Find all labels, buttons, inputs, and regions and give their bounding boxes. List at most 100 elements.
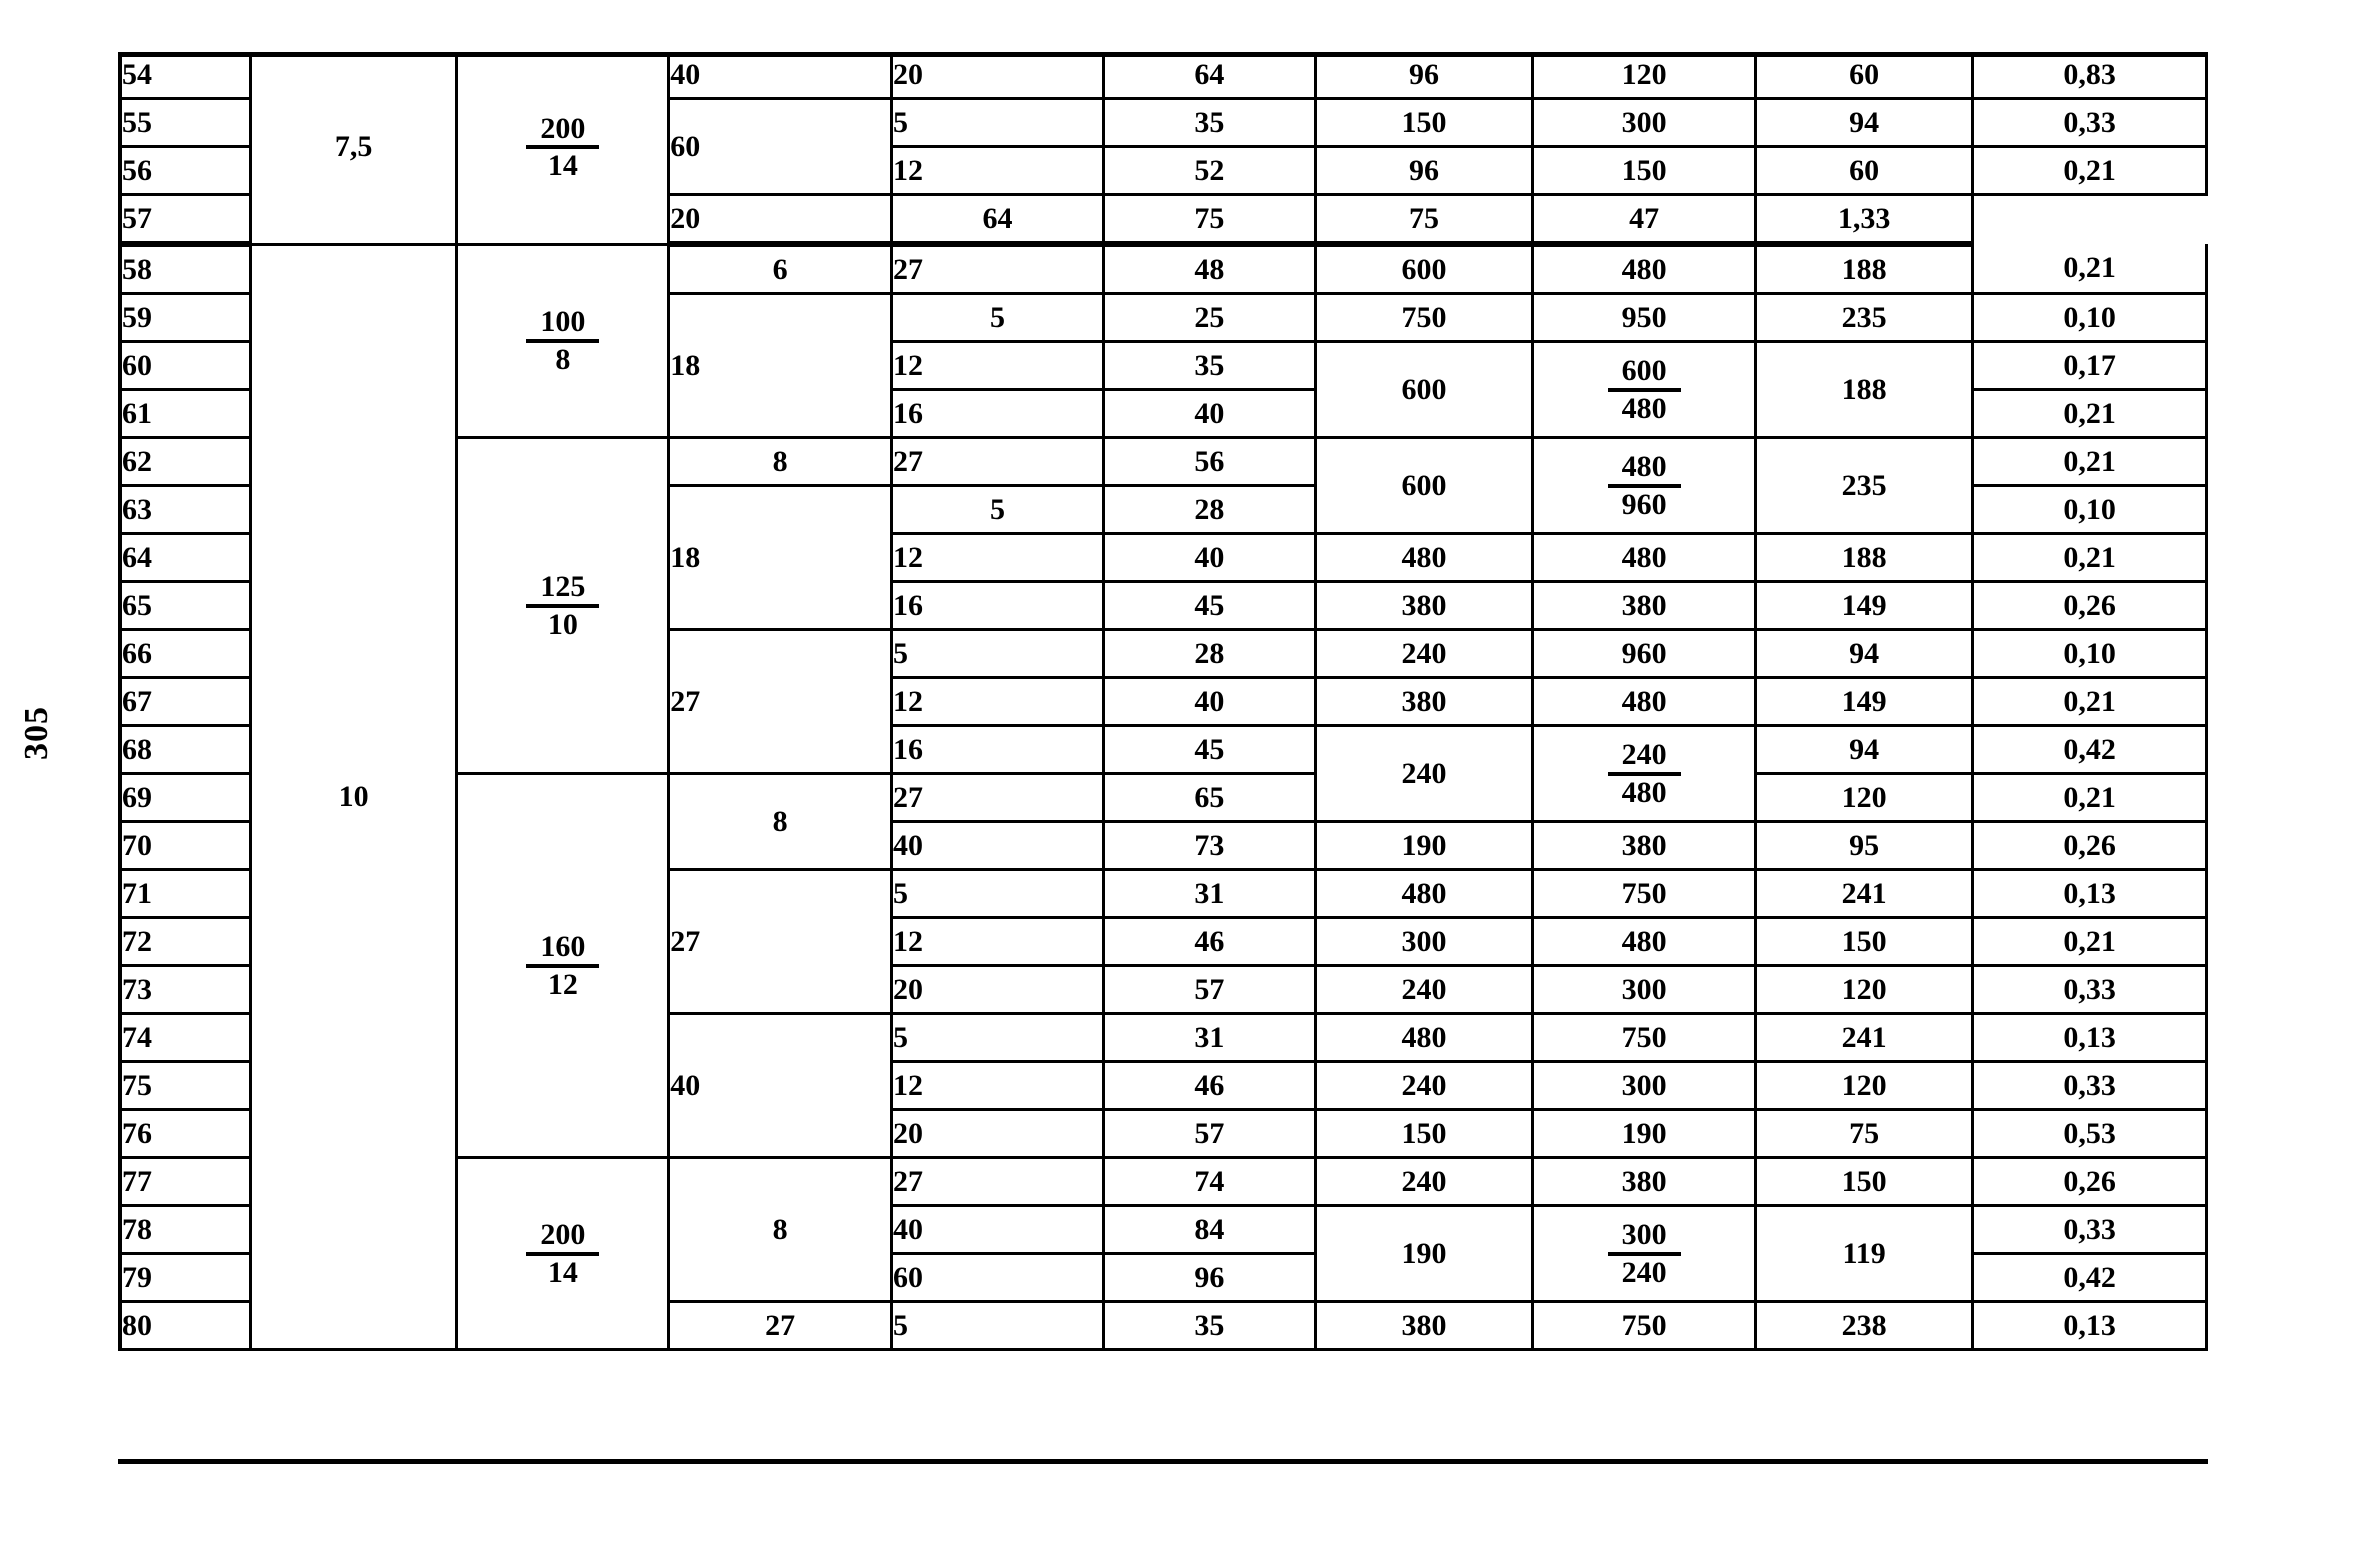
cell-col-h: 241	[1755, 869, 1975, 919]
cell-col-i: 0,26	[1972, 1157, 2208, 1207]
cell-col-i: 0,53	[1972, 1109, 2208, 1159]
cell-col-d: 27	[891, 773, 1105, 823]
cell-col-e: 52	[1103, 146, 1317, 196]
cell-col-i: 0,26	[1972, 821, 2208, 871]
table-row: 59 18 5 25 750 950 235 0,10	[117, 293, 2208, 439]
cell-col-e: 64	[1103, 52, 1317, 100]
cell-col-e: 56	[1103, 437, 1317, 487]
cell-col-h: 119	[1755, 1205, 1975, 1303]
cell-col-i: 0,21	[1972, 389, 2208, 439]
cell-col-h: 188	[1755, 533, 1975, 583]
table-row: 75 12 46 240 300 120 0,33	[117, 1061, 2208, 1111]
fraction-denominator: 480	[1607, 387, 1681, 425]
cell-col-h: 60	[1755, 146, 1975, 196]
fraction-numerator: 480	[1621, 450, 1667, 483]
row-number: 61	[117, 389, 252, 439]
cell-col-e: 46	[1103, 1061, 1317, 1111]
cell-col-c: 8	[668, 437, 894, 487]
cell-col-c: 6	[668, 244, 894, 295]
cell-col-g: 950	[1532, 293, 1757, 343]
table-row: 55 60 5 35 150 300 94 0,33	[117, 98, 2208, 196]
fraction-numerator: 300	[1621, 1218, 1667, 1251]
table-row: 70 40 73 190 380 95 0,26	[117, 821, 2208, 871]
row-number: 54	[117, 52, 252, 100]
cell-col-g: 960	[1532, 629, 1757, 679]
cell-col-i: 0,21	[1972, 917, 2208, 967]
cell-col-e: 40	[1103, 677, 1317, 727]
row-number: 59	[117, 293, 252, 343]
cell-col-f: 240	[1315, 1157, 1535, 1207]
cell-col-f: 380	[1315, 677, 1535, 727]
table-row: 57 20 64 75 75 47 1,33	[117, 194, 2207, 247]
cell-col-e: 46	[1103, 917, 1317, 967]
cell-col-f: 600	[1315, 244, 1535, 295]
table-row: 76 20 57 150 190 75 0,53	[117, 1109, 2208, 1159]
cell-col-d: 5	[891, 485, 1105, 535]
cell-col-i: 0,21	[1972, 244, 2208, 295]
row-number: 70	[117, 821, 252, 871]
cell-col-g: 150	[1532, 146, 1757, 196]
cell-col-f: 380	[1315, 1301, 1535, 1351]
cell-col-d: 40	[891, 1205, 1105, 1255]
cell-col-g: 75	[1315, 194, 1535, 247]
cell-col-e: 35	[1103, 1301, 1317, 1351]
fraction-numerator: 100	[540, 305, 586, 339]
cell-col-h: 149	[1755, 677, 1975, 727]
page-folio: 305	[18, 706, 55, 760]
table-row: 64 12 40 480 480 188 0,21	[117, 533, 2208, 583]
cell-col-h: 75	[1755, 1109, 1975, 1159]
fraction-denominator: 240	[1607, 1251, 1681, 1289]
cell-col-c: 18	[668, 485, 894, 631]
cell-col-d: 12	[891, 917, 1105, 967]
cell-col-g-fraction: 600 480	[1532, 341, 1757, 439]
group-fraction-125-10: 125 10	[456, 437, 671, 775]
cell-col-e: 57	[1103, 965, 1317, 1015]
cell-col-i: 0,13	[1972, 1301, 2208, 1351]
cell-col-e: 64	[891, 194, 1105, 247]
cell-col-c: 27	[668, 869, 894, 1015]
fraction-numerator: 200	[540, 111, 586, 145]
cell-col-e: 31	[1103, 869, 1317, 919]
cell-col-f: 600	[1315, 341, 1535, 439]
table-bottom-rule	[118, 1459, 2208, 1464]
table-row: 63 18 5 28 0,10	[117, 485, 2208, 631]
group-fraction-160-12: 160 12	[456, 773, 671, 1159]
cell-col-f: 300	[1315, 917, 1535, 967]
table-row: 54 7,5 200 14 40 20 64 96 120 60 0,83	[117, 52, 2208, 246]
fraction-denominator: 12	[526, 963, 600, 1001]
cell-col-i: 0,21	[1972, 146, 2208, 196]
cell-col-g: 480	[1532, 244, 1757, 295]
cell-col-d: 5	[891, 1301, 1105, 1351]
cell-col-i: 0,10	[1972, 485, 2208, 535]
cell-col-e: 65	[1103, 773, 1317, 823]
cell-col-h: 149	[1755, 581, 1975, 631]
cell-col-i: 0,10	[1972, 293, 2208, 343]
table-row: 73 20 57 240 300 120 0,33	[117, 965, 2208, 1015]
cell-col-h: 95	[1755, 821, 1975, 871]
cell-col-f: 240	[1315, 965, 1535, 1015]
row-number: 56	[117, 146, 252, 196]
cell-col-h: 188	[1755, 244, 1975, 295]
cell-col-d: 12	[891, 341, 1105, 391]
cell-col-g: 300	[1532, 1061, 1757, 1111]
cell-col-d: 20	[891, 52, 1105, 100]
cell-col-h: 94	[1755, 725, 1975, 775]
cell-col-e: 25	[1103, 293, 1317, 343]
cell-col-e: 28	[1103, 629, 1317, 679]
cell-col-i: 0,21	[1972, 437, 2208, 487]
cell-col-h: 120	[1755, 965, 1975, 1015]
cell-col-g: 380	[1532, 1157, 1757, 1207]
cell-col-i: 0,13	[1972, 1013, 2208, 1063]
cell-col-i: 1,33	[1755, 194, 1975, 247]
fraction-denominator: 14	[526, 145, 600, 182]
cell-col-g: 750	[1532, 1013, 1757, 1063]
row-number: 62	[117, 437, 252, 487]
cell-col-f: 96	[1315, 146, 1535, 196]
cell-col-f: 750	[1315, 293, 1535, 343]
cell-col-e: 84	[1103, 1205, 1317, 1255]
cell-col-e: 45	[1103, 581, 1317, 631]
cell-col-h: 94	[1755, 98, 1975, 148]
cell-col-d: 27	[891, 244, 1105, 295]
cell-col-g: 750	[1532, 1301, 1757, 1351]
row-number: 69	[117, 773, 252, 823]
